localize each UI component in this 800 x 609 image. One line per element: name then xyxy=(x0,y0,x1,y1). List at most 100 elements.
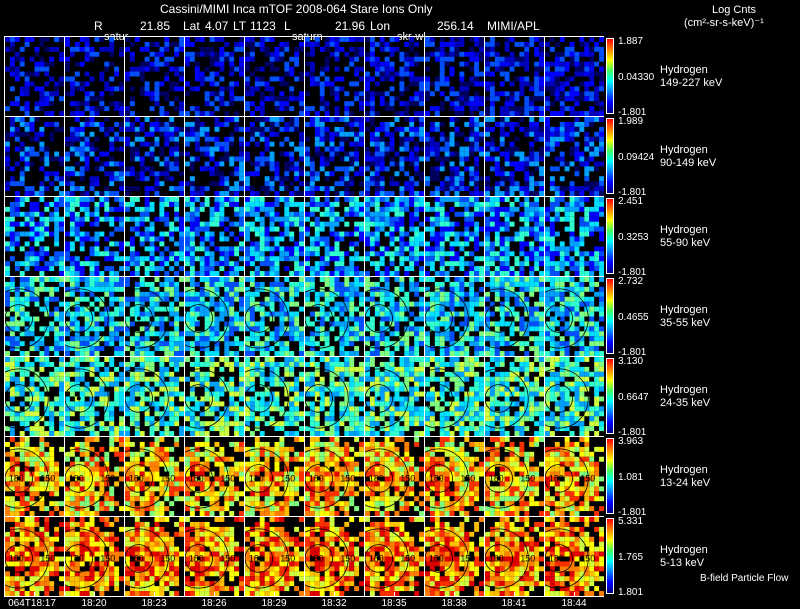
pixel xyxy=(374,226,380,232)
pixel xyxy=(559,51,565,57)
pixel xyxy=(399,341,405,347)
pixel xyxy=(384,346,390,352)
pixel xyxy=(79,136,85,142)
pixel xyxy=(65,56,70,62)
pixel xyxy=(354,131,360,137)
pixel xyxy=(245,306,250,312)
pixel xyxy=(189,121,195,127)
pixel xyxy=(189,346,195,352)
pixel xyxy=(269,96,275,102)
pixel xyxy=(269,211,275,217)
pixel xyxy=(199,291,205,297)
pixel xyxy=(534,221,540,227)
pixel xyxy=(219,96,225,102)
pixel xyxy=(159,296,165,302)
pixel xyxy=(545,251,550,257)
pixel xyxy=(309,321,315,327)
pixel xyxy=(305,37,310,42)
pixel xyxy=(499,151,505,157)
pixel xyxy=(139,281,145,287)
pixel xyxy=(294,266,300,272)
pixel xyxy=(419,121,424,127)
pixel xyxy=(74,236,80,242)
image-grid: 180 150 180 150 180 150 180 150 180 150 180 150 180 1… xyxy=(4,36,604,598)
pixel xyxy=(39,141,45,147)
pixel xyxy=(164,316,170,322)
pixel xyxy=(284,351,290,356)
image-panel xyxy=(364,277,424,356)
pixel xyxy=(485,221,490,227)
pixel xyxy=(434,331,440,337)
pixel xyxy=(65,37,70,42)
pixel xyxy=(284,341,290,347)
pixel xyxy=(164,291,170,297)
pixel xyxy=(599,286,604,292)
pixel xyxy=(324,161,330,167)
pixel xyxy=(94,201,100,207)
pixel xyxy=(574,236,580,242)
pixel xyxy=(185,216,190,222)
pixel xyxy=(529,156,535,162)
pixel xyxy=(104,277,110,282)
pixel xyxy=(179,221,184,227)
pixel xyxy=(79,81,85,87)
pixel xyxy=(319,306,325,312)
pixel xyxy=(584,261,590,267)
pixel xyxy=(245,291,250,297)
pixel xyxy=(485,186,490,192)
pixel xyxy=(449,186,455,192)
pixel xyxy=(464,301,470,307)
image-panel xyxy=(544,117,604,196)
pixel xyxy=(599,81,604,87)
pixel xyxy=(429,41,435,47)
pixel xyxy=(94,251,100,257)
pixel xyxy=(524,76,530,82)
pixel xyxy=(144,201,150,207)
pixel xyxy=(394,251,400,257)
pixel xyxy=(129,56,135,62)
pixel xyxy=(485,117,490,122)
pixel xyxy=(309,277,315,282)
pixel xyxy=(284,96,290,102)
pixel xyxy=(584,141,590,147)
pixel xyxy=(534,266,540,272)
pixel xyxy=(59,346,64,352)
pixel xyxy=(185,211,190,217)
pixel xyxy=(399,56,405,62)
pixel xyxy=(569,46,575,52)
pixel xyxy=(574,266,580,272)
pixel xyxy=(104,197,110,202)
pixel xyxy=(114,66,120,72)
panel-pixels xyxy=(545,37,604,116)
pixel xyxy=(84,96,90,102)
pixel xyxy=(384,41,390,47)
pixel xyxy=(539,316,544,322)
pixel xyxy=(314,241,320,247)
pixel xyxy=(94,246,100,252)
pixel xyxy=(365,186,370,192)
pixel xyxy=(24,81,30,87)
pixel xyxy=(329,146,335,152)
pixel xyxy=(409,266,415,272)
pixel xyxy=(224,111,230,116)
pixel xyxy=(174,96,180,102)
pixel xyxy=(514,316,520,322)
pixel xyxy=(349,211,355,217)
pixel xyxy=(534,306,540,312)
l-value: 21.96 xyxy=(335,19,366,33)
pixel xyxy=(104,266,110,272)
pixel xyxy=(214,221,220,227)
pixel xyxy=(234,251,240,257)
panel-pixels xyxy=(245,37,304,116)
pixel xyxy=(365,91,370,97)
pixel xyxy=(305,246,310,252)
pixel xyxy=(119,206,124,212)
pixel xyxy=(439,331,445,337)
pixel xyxy=(9,41,15,47)
pixel xyxy=(185,126,190,132)
pixel xyxy=(74,101,80,107)
pixel xyxy=(204,226,210,232)
pixel xyxy=(459,101,465,107)
pixel xyxy=(344,91,350,97)
pixel xyxy=(245,76,250,82)
